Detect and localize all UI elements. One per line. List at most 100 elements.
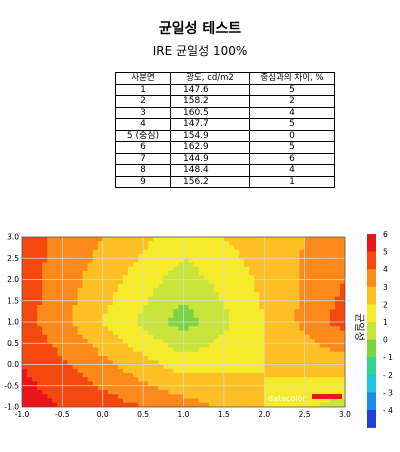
heat-cell (163, 339, 169, 344)
heat-cell (127, 241, 134, 247)
heat-cell (87, 241, 94, 247)
heat-cell (148, 271, 154, 276)
heat-cell (198, 262, 205, 268)
heat-cell (188, 317, 195, 323)
heat-cell (37, 351, 43, 357)
heat-cell (279, 343, 286, 349)
heat-cell (82, 292, 89, 298)
heat-cell (319, 381, 326, 387)
heat-cell (153, 245, 159, 251)
heat-cell (62, 271, 69, 276)
heat-cell (57, 377, 63, 383)
heat-cell (289, 390, 296, 395)
heat-cell (228, 258, 235, 264)
heat-cell (274, 377, 280, 383)
heat-cell (122, 245, 129, 251)
heat-cell (138, 258, 144, 264)
heat-cell (87, 258, 94, 264)
heat-cell (122, 300, 129, 306)
heat-cell (334, 300, 341, 306)
heat-cell (67, 313, 74, 319)
heat-cell (218, 317, 225, 323)
table-cell: 0 (249, 129, 335, 142)
heat-cell (32, 271, 38, 276)
heat-cell (299, 262, 306, 268)
heat-cell (324, 339, 331, 344)
heat-cell (254, 402, 260, 407)
heat-cell (117, 373, 124, 378)
heat-cell (133, 249, 139, 255)
heat-cell (178, 390, 185, 395)
heat-cell (208, 339, 215, 344)
heat-cell (62, 237, 69, 242)
heat-cell (244, 305, 250, 310)
heat-cell (143, 275, 149, 281)
heat-cell (92, 330, 99, 336)
heat-cell (264, 241, 270, 247)
heat-cell (269, 394, 275, 400)
heat-cell (102, 351, 109, 357)
heat-cell (37, 305, 43, 310)
heat-cell (178, 266, 185, 272)
heat-cell (299, 237, 306, 242)
heat-cell (168, 288, 175, 293)
heat-cell (309, 339, 316, 344)
heat-cell (27, 292, 33, 298)
heat-cell (203, 283, 210, 289)
heat-cell (168, 390, 175, 395)
heat-cell (92, 390, 99, 395)
heat-cell (314, 241, 321, 247)
heat-cell (77, 322, 84, 327)
heat-cell (294, 283, 301, 289)
heat-cell (163, 300, 169, 306)
heat-cell (127, 326, 134, 332)
heat-cell (239, 398, 245, 404)
heat-cell (158, 266, 164, 272)
heat-cell (62, 249, 69, 255)
heat-cell (274, 254, 280, 259)
heat-cell (117, 368, 124, 374)
colorbar-tick-label: 4 (383, 265, 388, 274)
heat-cell (259, 271, 265, 276)
heat-cell (47, 279, 53, 285)
heat-cell (198, 292, 205, 298)
heat-cell (289, 258, 296, 264)
heat-cell (198, 300, 205, 306)
heat-cell (42, 385, 48, 391)
heat-cell (314, 402, 321, 407)
heat-cell (143, 398, 149, 404)
heat-cell (193, 368, 200, 374)
heat-cell (163, 330, 169, 336)
heat-cell (27, 288, 33, 293)
heat-cell (244, 262, 250, 268)
heat-cell (107, 381, 114, 387)
heat-cell (188, 343, 195, 349)
heat-cell (127, 283, 134, 289)
heat-cell (208, 373, 215, 378)
heat-cell (274, 330, 280, 336)
heat-cell (284, 305, 291, 310)
table-row: 9 156.2 1 (115, 175, 335, 188)
heat-cell (178, 343, 185, 349)
colorbar-swatch (367, 322, 376, 340)
heat-cell (62, 398, 69, 404)
heat-cell (52, 279, 58, 285)
heat-cell (203, 254, 210, 259)
heat-cell (67, 266, 74, 272)
heat-cell (107, 326, 114, 332)
heat-cell (37, 322, 43, 327)
heat-cell (92, 305, 99, 310)
heat-cell (143, 334, 149, 340)
heat-cell (228, 262, 235, 268)
y-tick-label: -0.5 (4, 381, 19, 390)
heat-cell (87, 237, 94, 242)
heat-cell (62, 347, 69, 353)
heat-cell (87, 377, 94, 383)
heat-cell (244, 237, 250, 242)
heat-cell (173, 296, 180, 302)
heat-cell (314, 390, 321, 395)
heat-cell (107, 398, 114, 404)
heat-cell (203, 347, 210, 353)
heat-cell (299, 351, 306, 357)
heat-cell (183, 271, 190, 276)
